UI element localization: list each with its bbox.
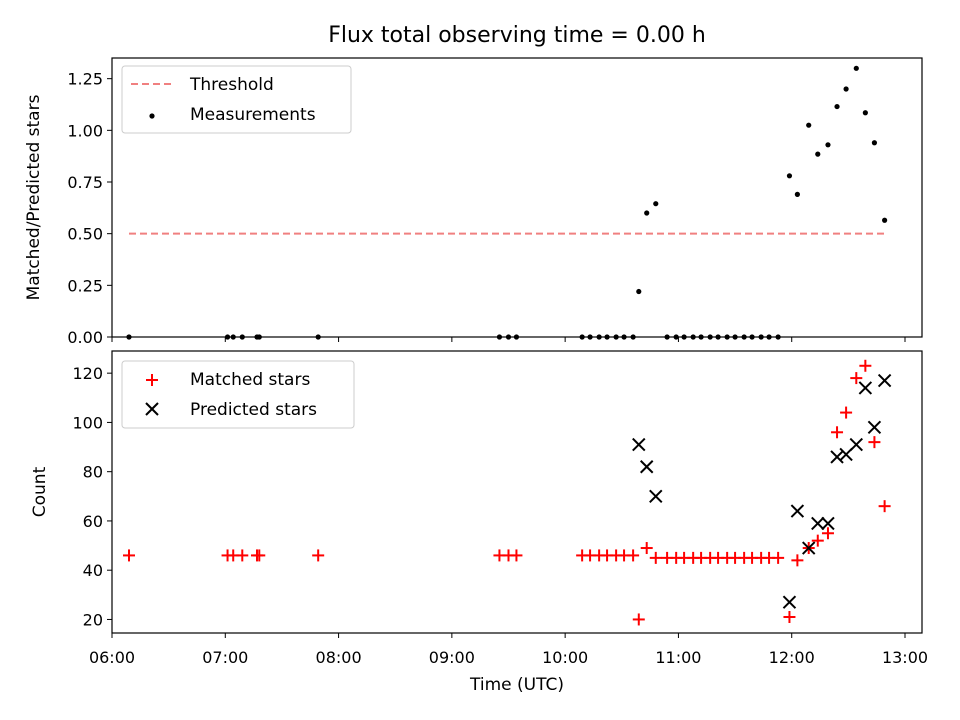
ratio-axes-frame [111,57,923,338]
count-legend: Matched stars Predicted stars [121,360,355,429]
matched-star-point [649,551,662,564]
matched-star-point [821,527,834,540]
predicted-star-point [877,373,892,388]
predicted-legend-label: Predicted stars [190,400,317,420]
matched-star-point [640,542,653,555]
measurement-point [871,140,878,146]
predicted-star-point [830,450,844,464]
predicted-star-point [790,504,805,518]
count-y-ticks: 20 40 60 80 100 120 [72,364,112,629]
matched-star-point [253,549,266,562]
measurements-legend-label: Measurements [190,105,316,125]
matched-star-point [859,359,872,372]
count-y-tick-label: 20 [83,610,103,629]
predicted-star-point [849,437,864,452]
x-tick-label: 12:00 [769,648,815,667]
ratio-y-tick-label: 1.25 [67,70,103,89]
count-axes-frame [111,350,923,634]
predicted-star-point [782,595,797,609]
x-tick-label: 08:00 [316,648,362,667]
chart-title: Flux total observing time = 0.00 h [328,23,706,48]
measurement-point [644,210,650,216]
ratio-legend: Threshold Measurements [121,65,352,134]
matched-star-point [783,610,796,623]
measurement-point [882,217,888,223]
predicted-star-point [839,447,853,462]
count-legend-box [121,360,355,429]
count-y-tick-label: 120 [72,364,103,383]
count-y-tick-label: 80 [83,463,103,482]
x-tick-label: 06:00 [89,648,135,667]
count-plot-area [122,359,892,626]
predicted-legend-marker [145,402,159,416]
measurement-point [843,86,849,92]
predicted-star-point [640,460,654,474]
count-y-axis-label: Count [30,466,50,517]
count-x-ticks: 06:00 07:00 08:00 09:00 10:00 11:00 12:00 13:00 [89,633,928,667]
ratio-y-tick-label: 0.50 [67,225,103,244]
matched-legend-label: Matched stars [190,370,310,390]
predicted-star-point [821,516,835,531]
measurement-point [853,65,859,71]
x-tick-label: 09:00 [429,648,475,667]
x-tick-label: 11:00 [655,648,701,667]
matched-star-point [510,549,523,562]
matched-star-point [878,500,891,513]
count-panel: 20 40 60 80 100 120 06:00 07:00 08:00 09:00 10:00… [30,350,928,695]
matched-star-point [772,551,785,564]
count-y-tick-label: 40 [83,561,103,580]
ratio-y-tick-label: 0.00 [67,328,103,347]
matched-legend-marker [146,374,158,386]
matched-star-point [627,549,640,562]
predicted-star-point [802,541,816,555]
predicted-star-point [867,420,882,435]
measurement-point [794,191,800,197]
x-axis-label: Time (UTC) [469,675,564,695]
ratio-y-tick-label: 0.75 [67,173,103,192]
count-y-tick-label: 60 [83,512,103,531]
ratio-y-axis-label: Matched/Predicted stars [24,94,44,300]
matched-star-point [868,436,881,449]
measurement-point [653,201,659,207]
threshold-legend-label: Threshold [189,75,274,95]
x-tick-label: 10:00 [542,648,588,667]
matched-star-point [850,372,863,385]
matched-star-point [122,549,135,562]
measurement-point [834,103,840,110]
ratio-legend-box [121,65,352,134]
x-tick-label: 07:00 [202,648,248,667]
ratio-y-tick-label: 1.00 [67,121,103,140]
count-y-tick-label: 100 [72,413,103,432]
matched-star-point [632,613,645,626]
matched-star-point [312,549,325,562]
measurement-point [806,122,812,128]
measurements-legend-marker [149,113,155,119]
ratio-y-ticks: 0.00 0.25 0.50 0.75 1.00 1.25 [67,70,112,347]
measurement-point [786,173,793,179]
predicted-star-point [811,516,825,531]
matched-star-point [791,554,804,567]
ratio-panel: 0.00 0.25 0.50 0.75 1.00 1.25 Matched/Predict… [24,57,923,347]
ratio-y-tick-label: 0.25 [67,276,103,295]
measurement-point [815,151,821,157]
predicted-star-point [632,437,646,452]
measurement-point [862,110,868,116]
matched-star-point [236,549,249,562]
predicted-star-point [858,381,873,395]
ratio-x-ticks [111,337,906,342]
matched-star-point [831,426,844,439]
matched-star-point [811,534,824,547]
measurement-point [825,142,831,148]
x-tick-label: 13:00 [882,648,928,667]
predicted-star-point [649,489,663,504]
matched-star-point [840,406,853,419]
measurement-point [636,288,642,295]
